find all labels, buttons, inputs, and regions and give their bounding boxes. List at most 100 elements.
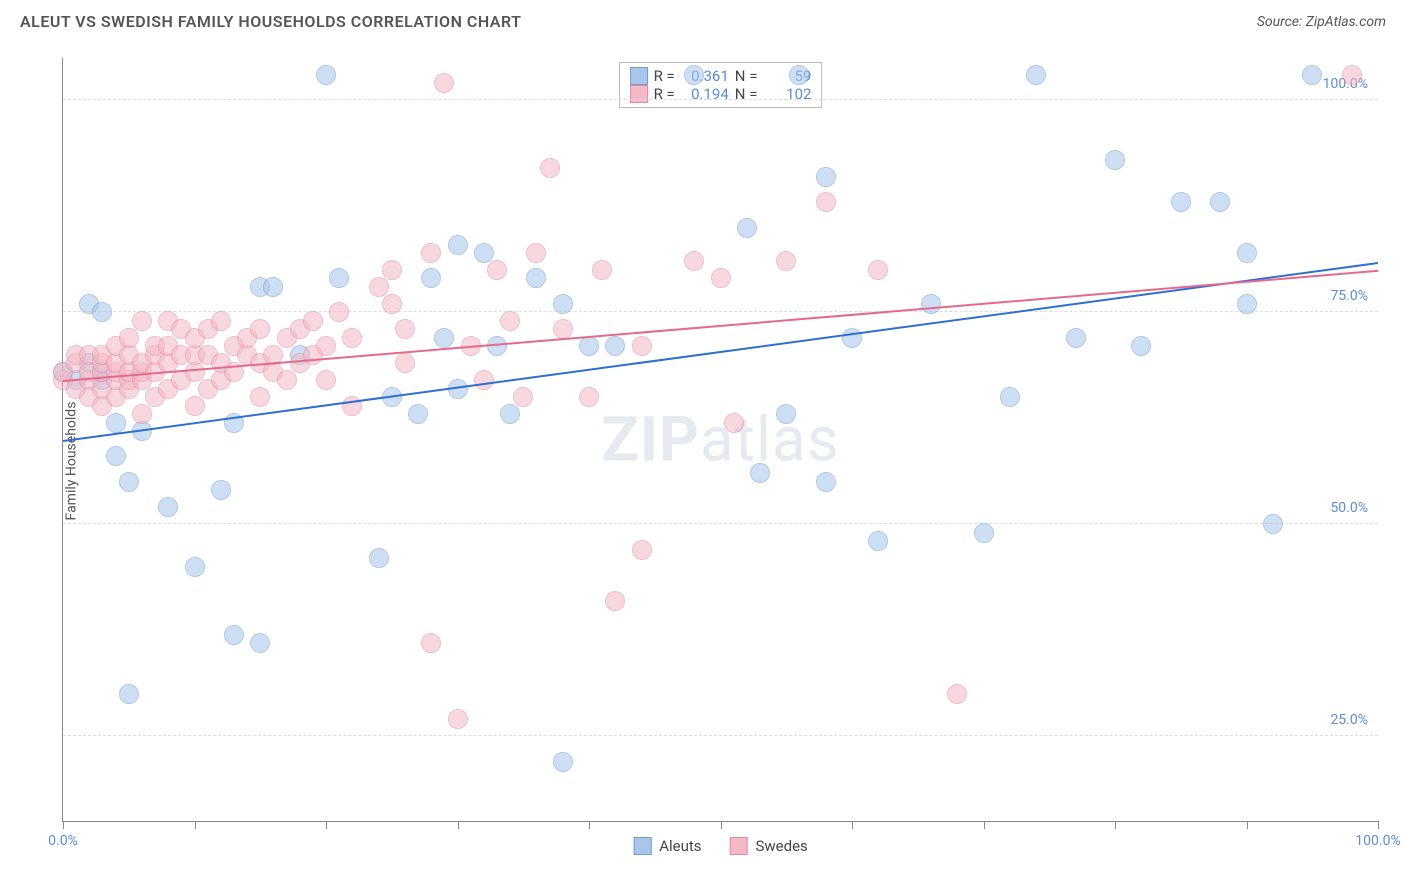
scatter-point (750, 463, 770, 483)
x-tick (721, 821, 722, 829)
scatter-point (342, 396, 362, 416)
legend-item: Swedes (730, 837, 808, 855)
scatter-point (303, 311, 323, 331)
gridline (63, 99, 1378, 100)
scatter-point (369, 548, 389, 568)
scatter-point (448, 235, 468, 255)
scatter-point (513, 387, 533, 407)
scatter-point (1066, 328, 1086, 348)
scatter-point (1210, 192, 1230, 212)
scatter-point (553, 752, 573, 772)
scatter-point (382, 294, 402, 314)
scatter-point (816, 192, 836, 212)
scatter-point (816, 167, 836, 187)
x-tick (63, 821, 64, 829)
x-tick (195, 821, 196, 829)
scatter-point (250, 633, 270, 653)
chart-container: Family Households ZIPatlas R = 0.361 N =… (20, 50, 1386, 872)
gridline (63, 735, 1378, 736)
scatter-point (776, 404, 796, 424)
x-tick (589, 821, 590, 829)
scatter-point (553, 319, 573, 339)
scatter-point (579, 387, 599, 407)
scatter-point (1237, 294, 1257, 314)
scatter-point (487, 336, 507, 356)
scatter-point (277, 370, 297, 390)
scatter-point (119, 684, 139, 704)
scatter-point (540, 158, 560, 178)
scatter-point (500, 311, 520, 331)
y-tick-label: 25.0% (1330, 712, 1368, 728)
scatter-point (106, 446, 126, 466)
scatter-point (1131, 336, 1151, 356)
x-tick (326, 821, 327, 829)
scatter-point (250, 387, 270, 407)
scatter-point (329, 268, 349, 288)
scatter-point (789, 65, 809, 85)
gridline (63, 311, 1378, 312)
scatter-point (632, 336, 652, 356)
scatter-point (632, 540, 652, 560)
scatter-point (119, 328, 139, 348)
scatter-point (1302, 65, 1322, 85)
x-tick-label: 100.0% (1355, 833, 1400, 849)
x-tick (852, 821, 853, 829)
scatter-point (329, 302, 349, 322)
scatter-point (185, 396, 205, 416)
chart-title: ALEUT VS SWEDISH FAMILY HOUSEHOLDS CORRE… (20, 12, 521, 31)
scatter-point (605, 336, 625, 356)
plot-area: ZIPatlas R = 0.361 N = 59R = 0.194 N = 1… (62, 58, 1378, 822)
scatter-point (119, 472, 139, 492)
legend-label: Swedes (756, 837, 808, 855)
legend-swatch (730, 837, 748, 855)
legend-series: Aleuts Swedes (633, 837, 808, 855)
scatter-point (211, 480, 231, 500)
scatter-point (974, 523, 994, 543)
scatter-point (1000, 387, 1020, 407)
scatter-point (921, 294, 941, 314)
scatter-point (211, 311, 231, 331)
scatter-point (185, 557, 205, 577)
legend-item: Aleuts (633, 837, 701, 855)
scatter-point (342, 328, 362, 348)
scatter-point (553, 294, 573, 314)
scatter-point (250, 319, 270, 339)
scatter-point (448, 709, 468, 729)
watermark: ZIPatlas (601, 403, 840, 476)
scatter-point (526, 243, 546, 263)
scatter-point (316, 370, 336, 390)
x-tick (1115, 821, 1116, 829)
scatter-point (434, 73, 454, 93)
x-tick (1378, 821, 1379, 829)
x-tick-label: 0.0% (48, 833, 78, 849)
scatter-point (579, 336, 599, 356)
scatter-point (263, 277, 283, 297)
scatter-point (434, 328, 454, 348)
scatter-point (421, 633, 441, 653)
scatter-point (1263, 514, 1283, 534)
scatter-point (947, 684, 967, 704)
scatter-point (395, 353, 415, 373)
scatter-point (868, 531, 888, 551)
scatter-point (605, 591, 625, 611)
y-tick-label: 50.0% (1330, 500, 1368, 516)
scatter-point (684, 65, 704, 85)
scatter-point (316, 336, 336, 356)
scatter-point (1237, 243, 1257, 263)
scatter-point (316, 65, 336, 85)
scatter-point (776, 251, 796, 271)
x-tick (458, 821, 459, 829)
scatter-point (842, 328, 862, 348)
scatter-point (737, 218, 757, 238)
legend-swatch (633, 837, 651, 855)
x-tick (984, 821, 985, 829)
scatter-point (421, 243, 441, 263)
scatter-point (684, 251, 704, 271)
scatter-point (382, 260, 402, 280)
legend-label: Aleuts (659, 837, 701, 855)
scatter-point (132, 404, 152, 424)
scatter-point (1171, 192, 1191, 212)
scatter-point (592, 260, 612, 280)
scatter-point (369, 277, 389, 297)
scatter-point (92, 302, 112, 322)
